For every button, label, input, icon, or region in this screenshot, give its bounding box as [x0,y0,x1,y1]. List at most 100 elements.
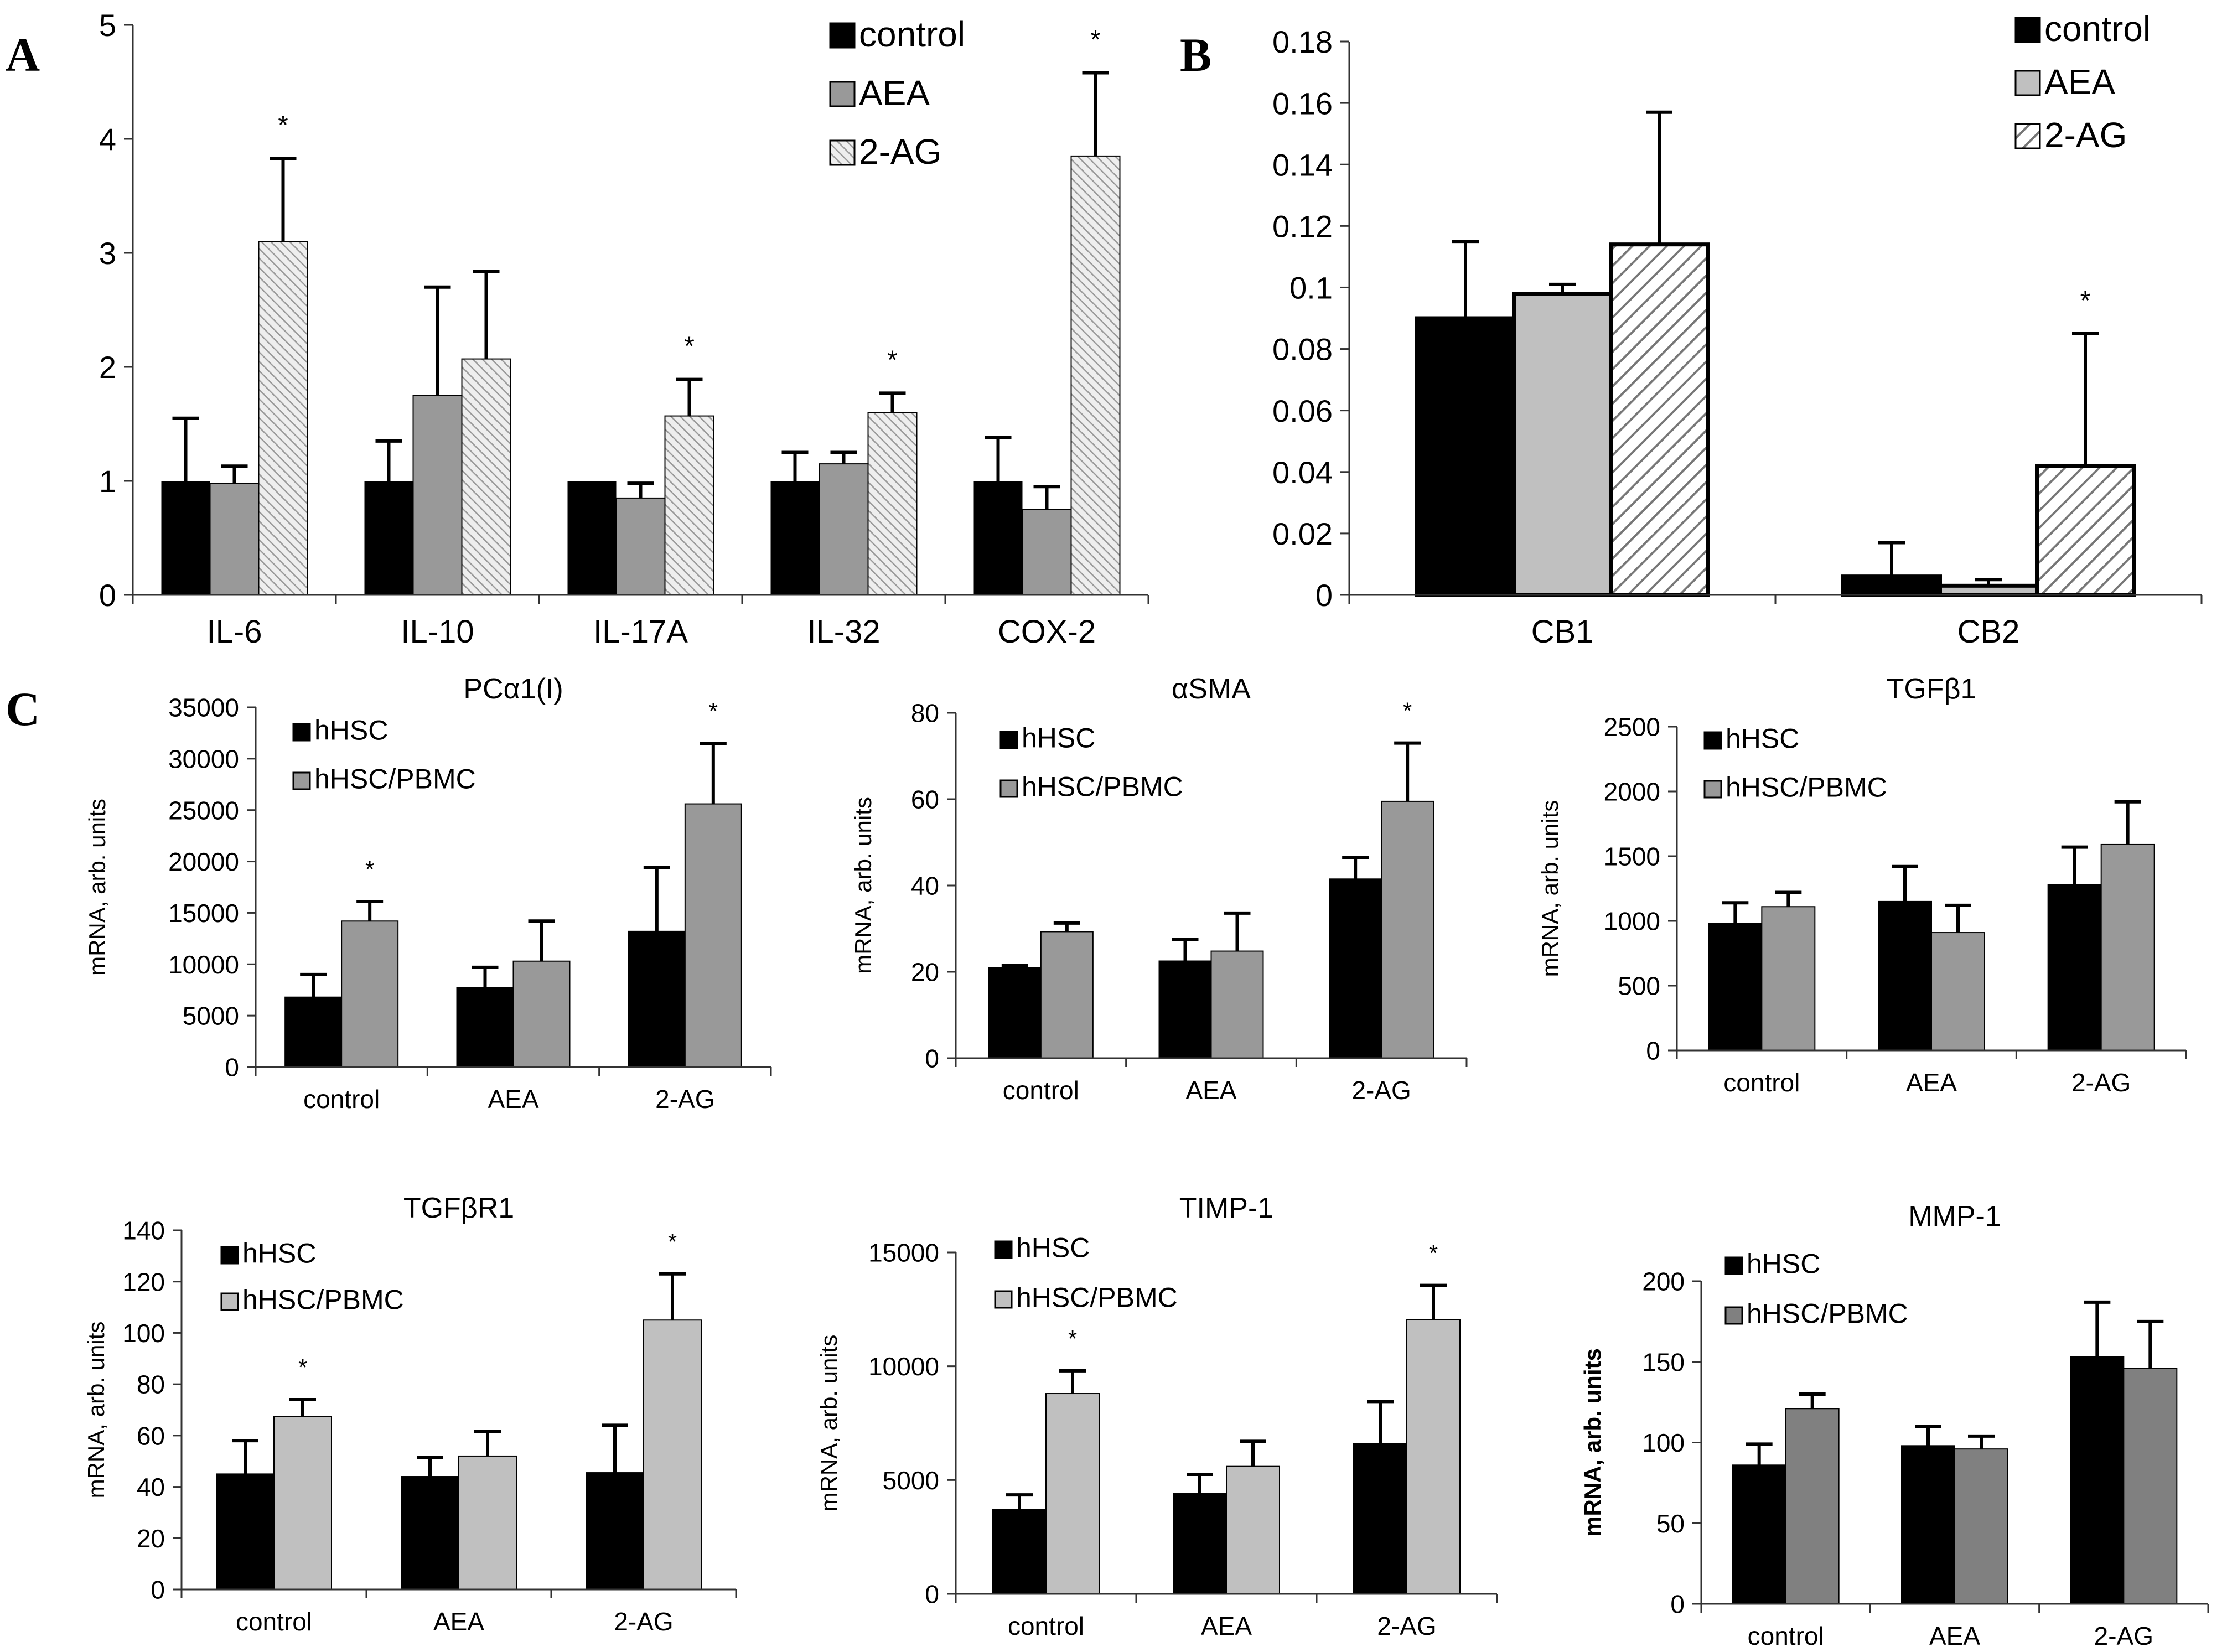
significance-star: * [278,111,288,140]
legend-swatch [292,723,311,742]
x-tick-label: AEA [1185,1076,1236,1105]
bar-hhsc-2-ag [586,1472,644,1590]
legend-swatch [2014,123,2041,149]
bar-hhsc-2-ag [2070,1356,2125,1604]
y-tick-label: 0.06 [1272,393,1333,428]
y-tick-label: 80 [137,1370,165,1399]
y-tick-label: 10000 [168,950,239,979]
bar-hhsc-pbmc-2-ag [2100,843,2155,1051]
bar-control-cb1 [1415,316,1516,597]
bar-hhsc-control [1732,1464,1786,1605]
legend-label: hHSC [1747,1249,1820,1280]
legend-swatch [292,771,311,790]
x-tick-label: IL-10 [401,614,474,650]
bar-aea-cox-2 [1022,509,1072,595]
legend-label: hHSC/PBMC [242,1285,404,1316]
bar-hhsc-aea [401,1476,459,1590]
bar-hhsc-pbmc-2-ag [684,803,742,1068]
x-tick-label: 2-AG [1351,1076,1411,1105]
x-tick-label: control [236,1607,312,1636]
y-tick-label: 60 [137,1421,165,1450]
bar-2-ag-il-32 [867,412,918,596]
y-tick-label: 150 [1642,1348,1685,1376]
y-tick-label: 120 [122,1267,165,1296]
y-tick-label: 0.12 [1272,209,1333,244]
legend-swatch [829,81,856,107]
y-axis-title: mRNA, arb. units [816,1335,842,1512]
legend: hHSC hHSC/PBMC [994,1232,1178,1313]
legend-swatch [994,1290,1013,1309]
y-axis-title: mRNA, arb. units [1537,800,1563,977]
chart-c6: MMP-1 mRNA, arb. units control AEA 2-AG 0 50 10… [1579,1200,2209,1650]
bar-2-ag-cb1 [1609,242,1710,597]
y-tick-label: 0 [925,1044,939,1073]
y-tick-label: 20 [137,1524,165,1553]
bar-control-cox-2 [973,481,1023,595]
chart-c2: αSMA mRNA, arb. units control AEA 2-AG * 0 20 40… [850,673,1468,1105]
x-tick-label: COX-2 [998,614,1096,650]
y-tick-label: 40 [137,1473,165,1501]
bar-hhsc-aea [1901,1445,1955,1605]
bar-2-ag-cb2 [2035,464,2136,597]
x-tick-label: control [1008,1612,1084,1640]
y-tick-label: 60 [911,785,939,814]
y-tick-label: 1000 [1604,907,1660,936]
bar-hhsc-aea [1158,960,1212,1059]
legend-swatch [1703,731,1722,750]
x-tick-label: IL-6 [207,614,262,650]
bar-hhsc-2-ag [1353,1443,1407,1595]
chart-a: IL-6 IL-10 IL-17A IL-32 COX-2 * * * * 0 1 2 3 4 5 contr… [99,8,1149,650]
bar-hhsc-control [988,967,1042,1059]
legend-swatch [1724,1306,1743,1325]
legend: hHSC hHSC/PBMC [220,1238,404,1316]
x-tick-label: IL-32 [807,614,880,650]
significance-star: * [298,1354,307,1380]
bar-aea-il-32 [819,463,869,595]
y-tick-label: 30000 [168,744,239,773]
y-tick-label: 20000 [168,847,239,876]
y-tick-label: 15000 [168,899,239,928]
y-tick-label: 10000 [868,1352,939,1381]
x-tick-label: 2-AG [614,1607,673,1636]
bar-hhsc-pbmc-control [341,920,399,1068]
bar-2-ag-il-17a [664,415,714,596]
bar-hhsc-pbmc-aea [512,960,571,1068]
y-axis-title: mRNA, arb. units [850,797,876,974]
significance-star: * [1090,25,1101,55]
bar-hhsc-pbmc-aea [1226,1465,1280,1594]
y-axis-title: mRNA, arb. units [84,799,110,976]
legend-label: control [2044,9,2151,49]
y-tick-label: 20 [911,958,939,987]
chart-title: TIMP-1 [1179,1192,1273,1224]
legend-label: 2-AG [859,132,941,172]
chart-title: PCα1(I) [463,673,563,705]
bar-aea-cb2 [1938,583,2039,597]
legend-label: hHSC [314,715,388,746]
y-tick-label: 0 [925,1580,939,1609]
significance-star: * [1068,1325,1077,1351]
significance-star: * [365,856,374,882]
bar-2-ag-il-6 [258,241,308,595]
y-tick-label: 4 [99,122,116,157]
y-tick-label: 2500 [1604,713,1660,742]
chart-title: MMP-1 [1908,1200,2001,1232]
bar-control-il-6 [161,481,210,595]
y-tick-label: 5 [99,8,116,43]
charts-group: IL-6 IL-10 IL-17A IL-32 COX-2 * * * * 0 1 2 3 4 5 contr… [83,8,2209,1650]
y-axis-title: mRNA, arb. units [1579,1348,1605,1537]
bar-hhsc-pbmc-control [1761,906,1816,1051]
legend: hHSC hHSC/PBMC [999,723,1183,802]
bar-hhsc-pbmc-control [1785,1408,1840,1604]
legend-swatch [1724,1256,1743,1275]
bar-control-il-10 [364,481,413,595]
x-tick-label: AEA [1201,1612,1252,1640]
y-tick-label: 0.02 [1272,516,1333,551]
panel-label-a: A [6,28,40,81]
legend-swatch [999,779,1018,798]
legend-swatch [999,731,1018,749]
chart-c1: PCα1(I) mRNA, arb. units control AEA 2-AG * * 0… [84,673,772,1114]
legend-swatch [220,1246,239,1265]
y-tick-label: 50 [1656,1509,1685,1538]
y-tick-label: 35000 [168,693,239,722]
y-tick-label: 0.16 [1272,86,1333,121]
